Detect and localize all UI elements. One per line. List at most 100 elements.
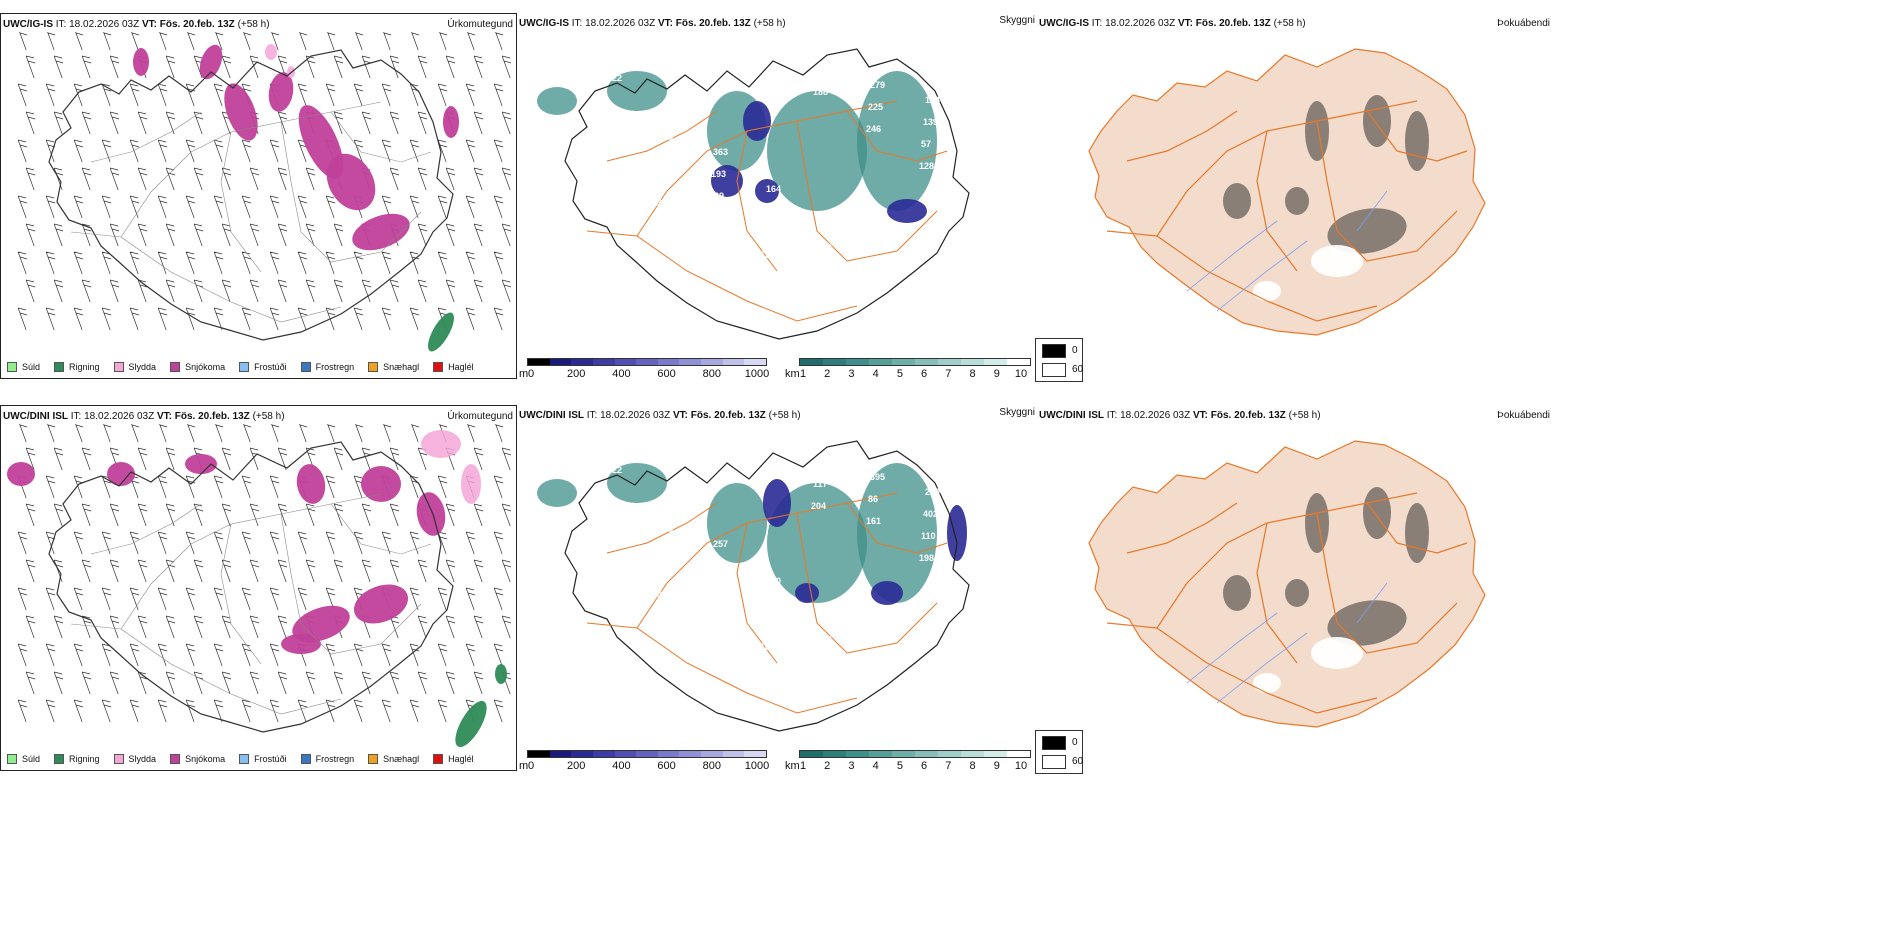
panel-title: Þokuábendi bbox=[1497, 410, 1550, 421]
cloud-base-area bbox=[743, 101, 771, 141]
wind-barb bbox=[17, 307, 28, 331]
colorbar-step bbox=[846, 751, 869, 757]
legend-swatch bbox=[170, 362, 181, 372]
wind-barb bbox=[417, 671, 428, 695]
legend-swatch bbox=[368, 362, 379, 372]
fog-area bbox=[1363, 95, 1391, 147]
wind-barb bbox=[277, 447, 288, 471]
wind-barb bbox=[383, 424, 392, 443]
wind-barb bbox=[473, 279, 484, 303]
fog-legend: 0 60 bbox=[1035, 338, 1083, 382]
legend-label: Haglél bbox=[448, 754, 474, 764]
colorbar-tick: 1 bbox=[799, 368, 807, 380]
colorbar-step bbox=[823, 751, 846, 757]
height-colorbar: m 0 200 400 600 800 1000 bbox=[519, 358, 769, 382]
wind-barb bbox=[493, 307, 504, 331]
colorbar-tick: 7 bbox=[945, 368, 952, 380]
wind-barb bbox=[73, 307, 84, 331]
cloud-base-area bbox=[711, 165, 743, 197]
coastline bbox=[564, 48, 970, 340]
legend-swatch bbox=[239, 362, 250, 372]
wind-barb bbox=[213, 83, 224, 107]
cloud-base-label: 147 bbox=[709, 583, 724, 593]
wind-barb bbox=[165, 559, 176, 583]
wind-barb bbox=[445, 55, 456, 79]
wind-barb bbox=[249, 447, 260, 471]
wind-barb bbox=[417, 167, 428, 191]
wind-barb bbox=[493, 643, 504, 667]
wind-barb bbox=[333, 671, 344, 695]
visibility-panel-bottom: UWC/DINI ISL IT: 18.02.2026 03Z VT: Fös.… bbox=[517, 405, 1037, 772]
snowfall-area bbox=[107, 462, 135, 486]
cloud-base-label: 306 bbox=[656, 546, 671, 556]
wind-barb bbox=[221, 447, 232, 471]
fog-legend-swatch bbox=[1042, 755, 1066, 769]
panel-header: UWC/IG-IS IT: 18.02.2026 03Z VT: Fös. 20… bbox=[3, 19, 270, 30]
wind-barb bbox=[473, 615, 484, 639]
road bbox=[1126, 110, 1238, 162]
wind-barb bbox=[185, 251, 196, 275]
river bbox=[1356, 582, 1388, 624]
wind-barb bbox=[137, 111, 148, 135]
cloud-base-label: 124 bbox=[925, 95, 940, 105]
wind-barb bbox=[45, 251, 56, 275]
panel-header: UWC/DINI ISL IT: 18.02.2026 03Z VT: Fös.… bbox=[3, 411, 285, 422]
wind-barb bbox=[417, 111, 428, 135]
wind-barb bbox=[213, 699, 224, 723]
wind-barb bbox=[299, 424, 308, 443]
colorbar-tick: 0 bbox=[527, 760, 535, 772]
coastline bbox=[1088, 48, 1486, 336]
wind-barb bbox=[45, 475, 56, 499]
wind-barb bbox=[417, 279, 428, 303]
wind-barb bbox=[493, 699, 504, 723]
road bbox=[70, 231, 342, 323]
wind-barb bbox=[353, 83, 364, 107]
sleet-area bbox=[461, 464, 481, 504]
wind-barb bbox=[137, 615, 148, 639]
colorbar-tick: 400 bbox=[612, 760, 631, 772]
wind-barb bbox=[129, 699, 140, 723]
legend-label: Haglél bbox=[448, 362, 474, 372]
wind-barb bbox=[25, 615, 36, 639]
road bbox=[586, 622, 858, 714]
cloud-base-label: 86 bbox=[868, 494, 878, 504]
wind-barb bbox=[53, 671, 64, 695]
wind-barb bbox=[241, 139, 252, 163]
wind-barb bbox=[213, 587, 224, 611]
wind-barb bbox=[437, 195, 448, 219]
legend-label: Frostúði bbox=[254, 362, 287, 372]
wind-barb bbox=[493, 83, 504, 107]
wind-barb bbox=[221, 503, 232, 527]
visibility-panel-top: UWC/IG-IS IT: 18.02.2026 03Z VT: Fös. 20… bbox=[517, 13, 1037, 382]
cloud-base-label: 233 bbox=[764, 206, 779, 216]
wind-barb bbox=[473, 167, 484, 191]
wind-barb bbox=[25, 279, 36, 303]
wind-barb bbox=[165, 503, 176, 527]
wind-barb bbox=[299, 32, 308, 51]
wind-barb bbox=[297, 699, 308, 723]
cloud-base-label: 229 bbox=[709, 191, 724, 201]
wind-barb bbox=[81, 559, 92, 583]
cloud-base-label: 344 bbox=[817, 243, 832, 253]
wind-barb bbox=[109, 55, 120, 79]
cloud-base-label: 103 bbox=[760, 642, 775, 652]
colorbar-tick: 9 bbox=[993, 760, 1000, 772]
wind-barb bbox=[213, 475, 224, 499]
wind-barb bbox=[297, 195, 308, 219]
coastline bbox=[48, 441, 454, 733]
wind-barb bbox=[157, 139, 168, 163]
fog-legend-label: 60 bbox=[1072, 364, 1084, 375]
cloud-base-label: 135 bbox=[819, 221, 834, 231]
snowfall-area bbox=[292, 605, 350, 643]
wind-barb bbox=[53, 615, 64, 639]
colorbar-tick: 6 bbox=[921, 368, 928, 380]
wind-barb bbox=[473, 111, 484, 135]
road bbox=[220, 523, 262, 665]
wind-barb bbox=[465, 643, 476, 667]
road bbox=[796, 512, 938, 654]
legend-swatch bbox=[113, 362, 124, 372]
wind-barb bbox=[409, 587, 420, 611]
wind-barb bbox=[185, 587, 196, 611]
wind-barb bbox=[157, 643, 168, 667]
wind-barb bbox=[241, 587, 252, 611]
